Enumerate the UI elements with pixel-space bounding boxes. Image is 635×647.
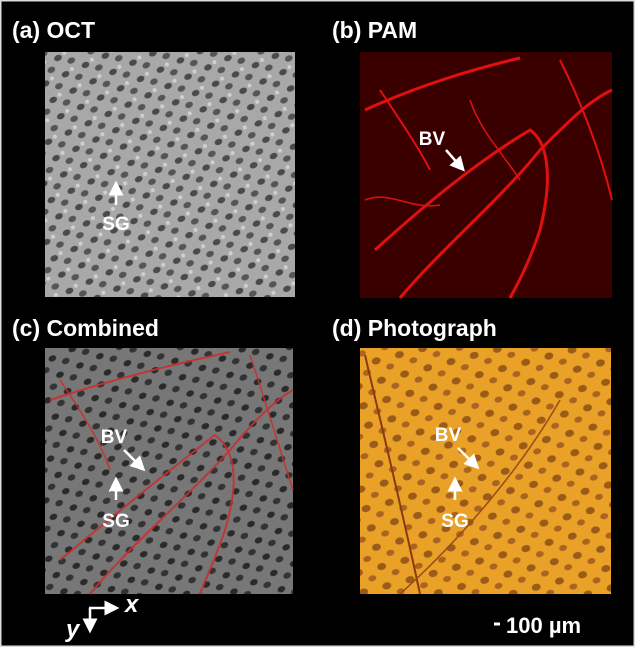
pam-image — [360, 52, 612, 298]
annotation: SG — [102, 511, 129, 532]
photograph-image — [360, 348, 611, 594]
combined-image — [45, 348, 293, 594]
annotation: BV — [101, 427, 128, 448]
panel-label: (c) Combined — [12, 315, 159, 341]
annotation: SG — [441, 511, 468, 532]
oct-image — [45, 52, 295, 297]
annotation: BV — [419, 129, 446, 150]
figure: (a) OCT SG (b) PAM BV (c) Combined BV S — [0, 0, 635, 647]
annotation: BV — [435, 425, 462, 446]
scale-bar-label: 100 µm — [506, 613, 581, 638]
x-axis-label: x — [123, 591, 140, 618]
panel-label: (b) PAM — [332, 17, 417, 43]
y-axis-label: y — [65, 616, 81, 643]
panel-label: (d) Photograph — [332, 315, 497, 341]
page: {"panels": [ {"label": "(a) OCT", "annot… — [0, 0, 635, 647]
panel-label: (a) OCT — [12, 17, 95, 43]
annotation: SG — [102, 214, 129, 235]
